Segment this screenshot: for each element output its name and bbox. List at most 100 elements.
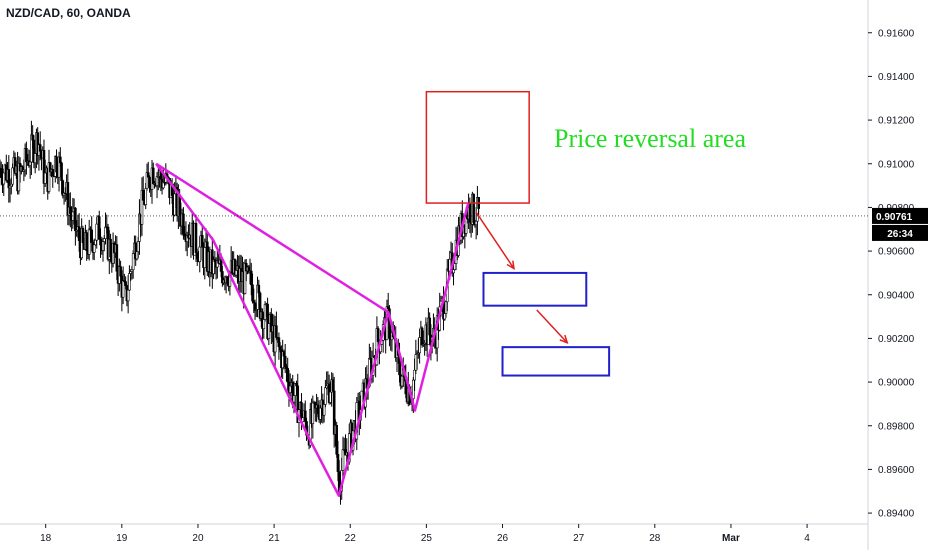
target-zone-box-1[interactable] xyxy=(482,271,588,307)
candle-body xyxy=(92,244,96,253)
candle-body xyxy=(452,269,455,274)
candle-body xyxy=(412,379,415,400)
candle-body xyxy=(376,328,380,342)
candle-body xyxy=(331,379,335,392)
price-tick-label: 0.91400 xyxy=(878,72,915,83)
candle-body xyxy=(69,206,72,215)
candle-body xyxy=(124,281,127,286)
candle-body xyxy=(335,425,338,455)
candle-body xyxy=(444,301,448,314)
candle-body xyxy=(94,239,97,246)
price-tick-label: 0.89400 xyxy=(878,509,915,520)
time-tick-label: 21 xyxy=(269,533,281,544)
candle-body xyxy=(2,172,6,185)
time-tick-label: 22 xyxy=(345,533,357,544)
candle-body xyxy=(43,172,47,184)
time-tick-label: 18 xyxy=(40,533,52,544)
candle-body xyxy=(292,395,296,403)
candle-body xyxy=(316,404,320,414)
pattern-line-2[interactable] xyxy=(155,162,389,314)
candle-body xyxy=(277,337,281,347)
candle-body xyxy=(263,304,267,320)
candle-body xyxy=(173,193,176,216)
candle-body xyxy=(85,232,88,252)
candle-body xyxy=(7,169,11,189)
time-tick-label: 27 xyxy=(573,533,585,544)
candle-body xyxy=(128,273,131,291)
candle-body xyxy=(262,319,266,330)
candle-body xyxy=(311,402,315,424)
candle-body xyxy=(81,228,85,243)
candle-body xyxy=(146,172,150,178)
candle-body xyxy=(468,202,472,223)
candle-body xyxy=(148,176,151,188)
candle-body xyxy=(195,252,199,259)
candle-body xyxy=(275,325,278,338)
arrow-1[interactable] xyxy=(475,211,515,270)
candle-body xyxy=(386,306,390,310)
candle-body xyxy=(267,323,271,339)
candle-body xyxy=(115,244,119,272)
candle-body xyxy=(59,156,62,164)
time-tick-label: 19 xyxy=(116,533,128,544)
candle-body xyxy=(97,216,101,240)
candle-body xyxy=(443,313,447,320)
candle-body xyxy=(428,317,431,336)
candle-body xyxy=(200,235,204,248)
candle-body xyxy=(109,238,112,258)
candle-body xyxy=(95,223,99,241)
price-tick-label: 0.91600 xyxy=(878,28,915,39)
price-axis: 0.916000.914000.912000.910000.908000.906… xyxy=(868,28,915,520)
candle-body xyxy=(101,241,105,251)
current-price-label: 0.90761 26:34 xyxy=(0,207,928,241)
candle-body xyxy=(74,207,77,232)
arrow-2[interactable] xyxy=(536,309,569,345)
candle-body xyxy=(194,222,198,253)
candle-body xyxy=(341,449,345,471)
candle-body xyxy=(400,375,404,387)
candle-body xyxy=(99,239,102,246)
candle-body xyxy=(295,383,298,387)
time-tick-label: 20 xyxy=(192,533,204,544)
time-tick-label: Mar xyxy=(722,533,740,544)
candle-body xyxy=(288,385,292,394)
price-tick-label: 0.90000 xyxy=(878,378,915,389)
candle-body xyxy=(251,284,254,302)
current-price-value: 0.90761 xyxy=(876,212,913,223)
candle-body xyxy=(126,289,130,302)
time-tick-label: 26 xyxy=(497,533,509,544)
countdown-value: 26:34 xyxy=(887,229,913,240)
candle-body xyxy=(213,259,217,263)
candle-body xyxy=(28,161,32,166)
candle-body xyxy=(413,369,416,381)
candle-body xyxy=(182,213,185,235)
candle-body xyxy=(11,167,14,185)
candle-body xyxy=(77,226,81,242)
candle-body xyxy=(203,247,207,268)
candle-body xyxy=(322,404,326,416)
candle-body xyxy=(283,355,287,367)
candle-body xyxy=(324,387,327,405)
candlestick-series xyxy=(0,120,480,505)
price-tick-label: 0.91000 xyxy=(878,159,915,170)
price-tick-label: 0.89600 xyxy=(878,465,915,476)
candle-body xyxy=(303,410,307,422)
candle-body xyxy=(55,156,58,173)
price-tick-label: 0.90400 xyxy=(878,290,915,301)
candle-body xyxy=(104,226,107,239)
pattern-line-1[interactable] xyxy=(155,163,470,497)
candle-body xyxy=(420,327,424,346)
candle-body xyxy=(136,241,140,252)
candle-body xyxy=(38,144,42,152)
candle-body xyxy=(234,270,238,276)
target-zone-box-2[interactable] xyxy=(501,346,611,377)
countdown-tag xyxy=(872,224,928,241)
reversal-zone-box[interactable] xyxy=(425,90,530,204)
candle-body xyxy=(121,280,125,298)
price-tick-label: 0.90200 xyxy=(878,334,915,345)
candle-body xyxy=(90,229,94,243)
current-price-tag xyxy=(872,207,928,224)
candle-body xyxy=(418,337,421,354)
harmonic-pattern xyxy=(155,162,470,497)
